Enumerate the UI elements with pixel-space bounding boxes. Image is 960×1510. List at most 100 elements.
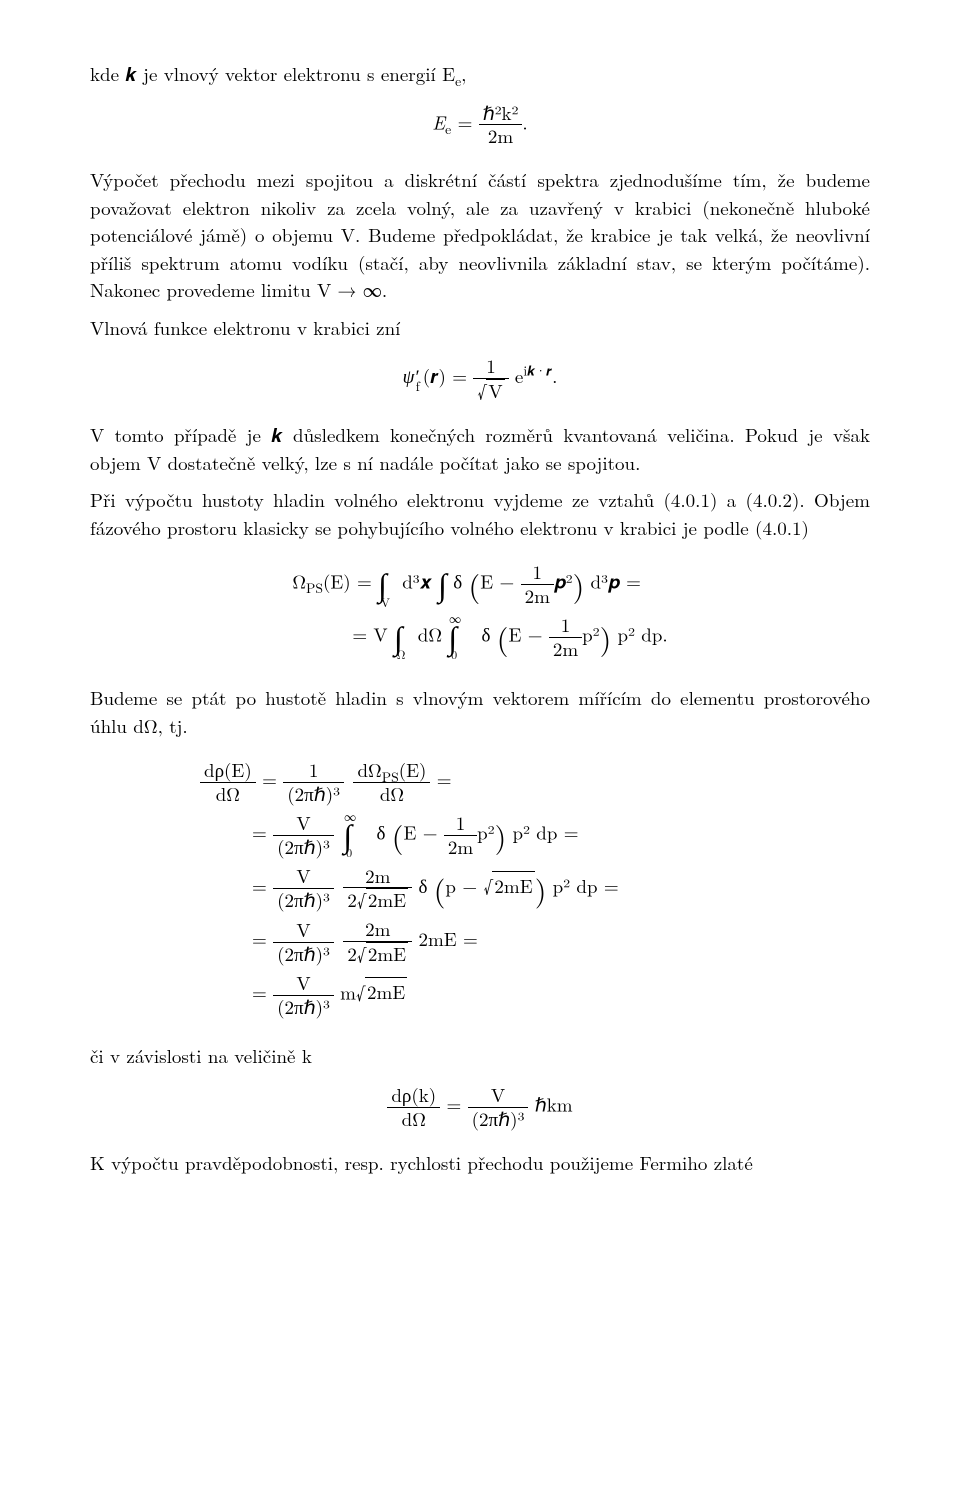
denominator: dΩ	[200, 783, 256, 806]
paragraph: či v závislosti na veličině k	[90, 1042, 870, 1070]
text: kde 𝒌 je vlnový vektor elektronu s energ…	[90, 60, 455, 87]
equation-line: = V(2πℏ)³ 2m2√2mE δ (p − √2mE) p² dp =	[200, 865, 619, 913]
denominator: 2√2mE	[343, 942, 412, 966]
equation-line: dρ(E)dΩ = 1(2πℏ)³ dΩPS(E)dΩ =	[200, 759, 619, 806]
text: δ	[370, 818, 392, 845]
text: =	[451, 108, 478, 135]
denominator: 2m	[549, 638, 582, 661]
text: .	[522, 108, 527, 135]
paragraph: Budeme se ptát po hustotě hladin s vlnov…	[90, 684, 870, 739]
paragraph-intro: kde 𝒌 je vlnový vektor elektronu s energ…	[90, 60, 870, 88]
text: dΩ	[357, 756, 381, 783]
fraction: 12m	[521, 561, 554, 608]
paren-icon: (	[497, 615, 509, 658]
paren-icon: (	[392, 813, 404, 856]
text: 2	[347, 886, 357, 913]
paren-icon: )	[535, 866, 547, 909]
text: δ	[475, 620, 497, 647]
text: e	[509, 362, 524, 389]
text: m	[334, 978, 356, 1005]
text: p² dp.	[611, 620, 667, 647]
fraction: V(2πℏ)³	[273, 812, 334, 859]
denominator: (2πℏ)³	[273, 996, 334, 1019]
denominator: (2πℏ)³	[273, 943, 334, 966]
denominator: dΩ	[387, 1108, 440, 1131]
text: .	[552, 362, 557, 389]
fraction: 12m	[444, 812, 477, 859]
fraction: V(2πℏ)³	[273, 919, 334, 966]
text: =	[252, 818, 273, 845]
paragraph: Vlnová funkce elektronu v krabici zní	[90, 314, 870, 342]
fraction: 2m2√2mE	[343, 918, 412, 966]
equation-line: ΩPS(E) = ∫V d³𝒙 ∫ δ (E − 12m𝒑²) d³𝒑 =	[292, 561, 667, 608]
text: ℏkm	[528, 1090, 572, 1117]
paren-icon: (	[469, 563, 481, 606]
text: d³𝒙	[396, 568, 438, 595]
text: (E) =	[323, 568, 378, 595]
sqrt-arg: 2mE	[366, 942, 408, 966]
equation-density-k: dρ(k)dΩ = V(2πℏ)³ ℏkm	[90, 1084, 870, 1131]
fraction: 12m	[549, 614, 582, 661]
equation-density: dρ(E)dΩ = 1(2πℏ)³ dΩPS(E)dΩ = = V(2πℏ)³ …	[90, 753, 870, 1024]
paragraph: V tomto případě je 𝒌 důsledkem konečných…	[90, 421, 870, 476]
denominator: 2m	[521, 585, 554, 608]
text: (𝒓) =	[423, 362, 474, 389]
equation-line: = V ∫Ω dΩ ∫0∞ δ (E − 12mp²) p² dp.	[292, 614, 667, 661]
denominator: (2πℏ)³	[273, 889, 334, 912]
text: =	[440, 1090, 467, 1117]
denominator: (2πℏ)³	[273, 836, 334, 859]
text: p²	[477, 818, 494, 845]
text: E −	[403, 818, 443, 845]
paragraph: Při výpočtu hustoty hladin volného elekt…	[90, 486, 870, 541]
int-upper: ∞	[344, 808, 356, 825]
sqrt-arg: 2mE	[366, 888, 408, 912]
equation-phasespace: ΩPS(E) = ∫V d³𝒙 ∫ δ (E − 12m𝒑²) d³𝒑 = = …	[90, 555, 870, 666]
fraction: dρ(k)dΩ	[387, 1084, 440, 1131]
subscript: f	[416, 376, 420, 395]
text: p² dp =	[506, 818, 578, 845]
paren-icon: )	[495, 813, 507, 856]
text: = V	[352, 620, 394, 647]
text: E −	[480, 568, 520, 595]
equation-line: = V(2πℏ)³ ∫0∞ δ (E − 12mp²) p² dp =	[200, 812, 619, 859]
sqrt-arg: V	[486, 379, 504, 403]
equation-line: = V(2πℏ)³ m√2mE	[200, 972, 619, 1019]
fraction: V(2πℏ)³	[273, 865, 334, 912]
equation-energy: Ee = ℏ²k²2m.	[90, 102, 870, 149]
text: =	[252, 872, 273, 899]
sqrt-arg: 2mE	[365, 977, 407, 1006]
paren-icon: )	[573, 563, 585, 606]
subscript: PS	[306, 578, 323, 597]
numerator: 2m	[343, 918, 412, 942]
text: p²	[582, 620, 599, 647]
equation-wavefunction: ψ′f(𝒓) = 1√V ei𝒌·𝒓.	[90, 355, 870, 403]
text: d³𝒑 =	[584, 568, 641, 595]
text: 2mE =	[412, 925, 478, 952]
numerator: 1	[473, 355, 508, 379]
sqrt-arg: 2mE	[492, 871, 534, 900]
int-lower: Ω	[397, 646, 406, 663]
text: dΩ	[411, 620, 448, 647]
fraction: dρ(E)dΩ	[200, 759, 256, 806]
text: =	[430, 766, 451, 793]
var: Ω	[292, 568, 306, 595]
fraction: 1(2πℏ)³	[283, 759, 344, 806]
text: p² dp =	[546, 872, 618, 899]
fraction: V(2πℏ)³	[468, 1084, 529, 1131]
text: =	[252, 925, 273, 952]
text: =	[252, 978, 273, 1005]
int-lower: 0	[346, 844, 352, 861]
fraction: 2m2√2mE	[343, 865, 412, 913]
paren-icon: )	[600, 615, 612, 658]
equation-line: = V(2πℏ)³ 2m2√2mE 2mE =	[200, 918, 619, 966]
int-lower: 0	[451, 646, 457, 663]
text: 𝒑²	[554, 568, 573, 595]
paragraph-last: K výpočtu pravděpodobnosti, resp. rychlo…	[90, 1149, 870, 1177]
text: ,	[461, 60, 466, 87]
text: p −	[445, 872, 483, 899]
var: E	[432, 108, 445, 135]
denominator: 2m	[479, 125, 523, 148]
paren-icon: (	[434, 866, 446, 909]
superscript: i𝒌·𝒓	[523, 361, 552, 380]
integral-icon: ∫	[438, 561, 447, 607]
